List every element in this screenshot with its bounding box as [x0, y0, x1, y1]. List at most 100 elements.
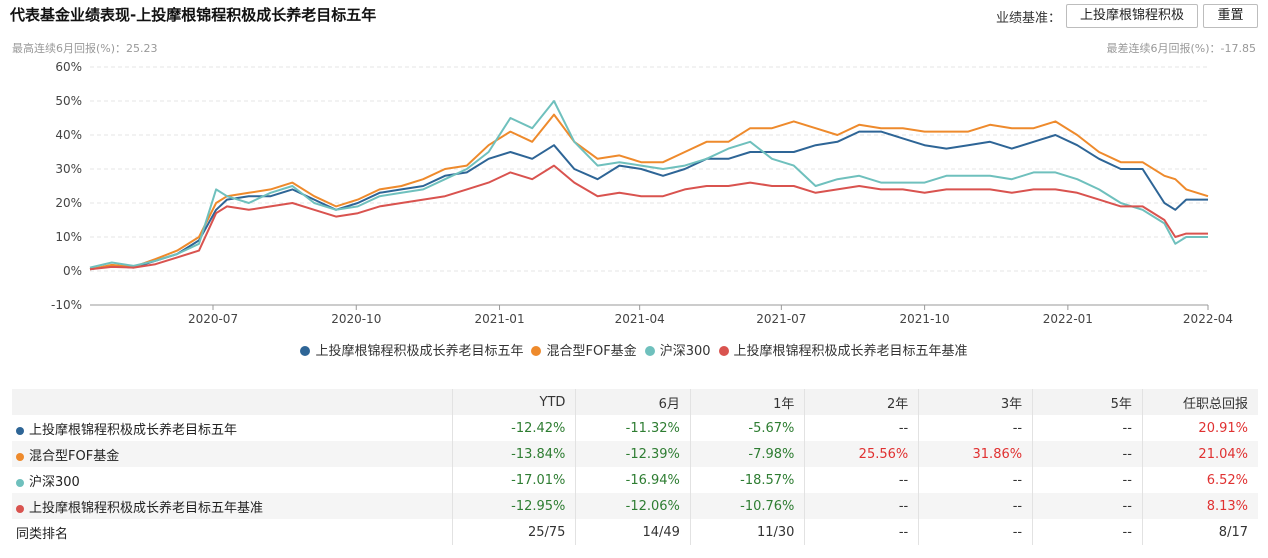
column-header: 3年 [918, 389, 1034, 415]
y-tick-label: 0% [63, 264, 82, 278]
table-cell: -16.94% [575, 467, 691, 493]
column-header: 2年 [804, 389, 920, 415]
column-header [12, 389, 454, 415]
legend-label: 上投摩根锦程积极成长养老目标五年 [315, 344, 524, 359]
x-tick-label: 2021-10 [900, 312, 950, 325]
table-cell: -- [804, 493, 920, 519]
y-tick-label: 50% [55, 94, 82, 108]
series-line-4 [89, 164, 1208, 271]
column-header: 6月 [575, 389, 691, 415]
table-cell: -18.57% [690, 467, 806, 493]
rank-row: 同类排名 25/75 14/49 11/30 -- -- -- 8/17 [12, 519, 1258, 545]
table-cell: 21.04% [1142, 441, 1258, 467]
series-line-1 [89, 130, 1208, 271]
table-cell: 25.56% [804, 441, 920, 467]
legend-item[interactable]: 沪深300 [644, 340, 711, 359]
rank-cell: 14/49 [575, 519, 691, 545]
table-cell: -- [918, 493, 1034, 519]
column-header: YTD [452, 389, 577, 415]
x-tick-label: 2020-10 [331, 312, 381, 325]
reset-button[interactable]: 重置 [1203, 4, 1258, 28]
table-cell: -7.98% [690, 441, 806, 467]
min-6m-return: 最差连续6月回报(%)：-17.85 [1106, 42, 1257, 55]
table-cell: -- [1032, 441, 1143, 467]
series-line-3 [89, 100, 1208, 269]
row-name: 混合型FOF基金 [12, 441, 454, 467]
legend-marker [644, 346, 655, 356]
column-header: 5年 [1032, 389, 1143, 415]
table-cell: -10.76% [690, 493, 806, 519]
x-tick-label: 2021-04 [615, 312, 665, 325]
legend-item[interactable]: 混合型FOF基金 [531, 340, 637, 359]
legend-marker [531, 346, 542, 356]
table-row: 沪深300 -17.01% -16.94% -18.57% -- -- -- 6.52% [12, 467, 1258, 493]
table-cell: -12.39% [575, 441, 691, 467]
legend-item[interactable]: 上投摩根锦程积极成长养老目标五年基准 [718, 340, 968, 359]
table-cell: -17.01% [452, 467, 577, 493]
x-tick-label: 2021-07 [756, 312, 806, 325]
series-line-2 [89, 113, 1209, 271]
table-row: 混合型FOF基金 -13.84% -12.39% -7.98% 25.56% 31.86%… [12, 441, 1258, 467]
y-tick-label: 10% [55, 230, 82, 244]
rank-cell: -- [918, 519, 1034, 545]
table-cell: -- [918, 415, 1034, 441]
row-marker [16, 504, 24, 513]
x-tick-label: 2021-01 [474, 312, 524, 325]
benchmark-label: 业绩基准： [996, 11, 1062, 26]
row-name: 上投摩根锦程积极成长养老目标五年基准 [12, 493, 454, 519]
table-cell: -13.84% [452, 441, 577, 467]
table-cell: -5.67% [690, 415, 806, 441]
table-cell: -- [1032, 415, 1143, 441]
table-cell: -11.32% [575, 415, 691, 441]
max-6m-return: 最高连续6月回报(%)：25.23 [12, 42, 158, 55]
table-row: 上投摩根锦程积极成长养老目标五年基准 -12.95% -12.06% -10.76% -… [12, 493, 1258, 519]
performance-table: YTD 6月 1年 2年 3年 5年 任职总回报 上投摩根锦程积极成长养老目标五年 -12.4… [12, 389, 1258, 545]
table-cell: -- [918, 467, 1034, 493]
legend-label: 上投摩根锦程积极成长养老目标五年基准 [733, 344, 968, 359]
page-title: 代表基金业绩表现-上投摩根锦程积极成长养老目标五年 [10, 6, 377, 24]
legend-marker [718, 346, 729, 356]
y-tick-label: -10% [51, 298, 82, 312]
rank-cell: 25/75 [452, 519, 577, 545]
y-tick-label: 60% [55, 60, 82, 74]
legend-label: 混合型FOF基金 [546, 344, 637, 359]
row-marker [16, 478, 24, 487]
rank-cell: -- [804, 519, 920, 545]
rank-cell: -- [1032, 519, 1143, 545]
table-cell: 20.91% [1198, 420, 1248, 436]
row-marker [16, 426, 24, 435]
row-label: 上投摩根锦程积极成长养老目标五年 [29, 422, 238, 438]
legend-item[interactable]: 上投摩根锦程积极成长养老目标五年 [300, 340, 523, 359]
y-tick-label: 30% [55, 162, 82, 176]
table-header-row: YTD 6月 1年 2年 3年 5年 任职总回报 [12, 389, 1258, 415]
row-label: 混合型FOF基金 [29, 448, 120, 464]
table-cell: -- [1032, 493, 1143, 519]
benchmark-select-button[interactable]: 上投摩根锦程积极 [1066, 4, 1198, 28]
table-cell: 6.52% [1206, 472, 1248, 488]
table-cell: 31.86% [918, 441, 1034, 467]
table-cell: -12.42% [452, 415, 577, 441]
column-header: 任职总回报 [1142, 389, 1258, 415]
table-cell: 8.13% [1142, 493, 1258, 519]
x-tick-label: 2022-01 [1043, 312, 1093, 325]
row-name: 沪深300 [12, 467, 454, 493]
table-row: 上投摩根锦程积极成长养老目标五年 -12.42% -11.32% -5.67% -- --… [12, 415, 1258, 441]
line-chart: -10% 0% 10% 20% 30% 40% 50% 60% 2020-07 2020-10 20… [51, 60, 1233, 325]
chart-legend: 上投摩根锦程积极成长养老目标五年 混合型FOF基金 沪深300 上投摩根锦程积极成长养… [0, 340, 1268, 359]
row-label: 上投摩根锦程积极成长养老目标五年基准 [29, 500, 264, 516]
legend-marker [300, 346, 311, 356]
x-tick-label: 2022-04 [1183, 312, 1233, 325]
legend-label: 沪深300 [659, 344, 711, 359]
table-cell: -12.95% [452, 493, 577, 519]
column-header: 1年 [690, 389, 806, 415]
table-cell: -- [804, 415, 920, 441]
x-tick-label: 2020-07 [188, 312, 238, 325]
rank-cell: 8/17 [1218, 524, 1248, 540]
row-name: 上投摩根锦程积极成长养老目标五年 [12, 415, 454, 441]
row-label: 沪深300 [29, 474, 80, 490]
rank-row-label: 同类排名 [12, 519, 454, 545]
table-cell: -- [1032, 467, 1143, 493]
y-tick-label: 40% [55, 128, 82, 142]
table-cell: -12.06% [575, 493, 691, 519]
table-cell: -- [804, 467, 920, 493]
